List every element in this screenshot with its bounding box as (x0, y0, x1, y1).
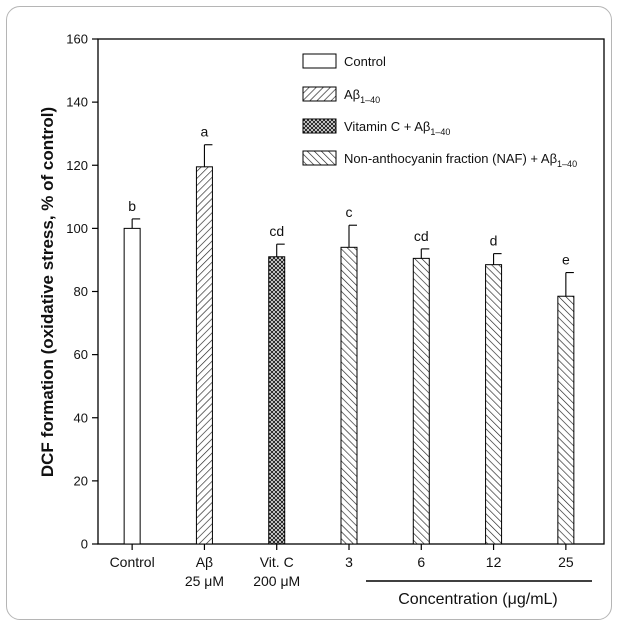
legend-swatch (302, 53, 337, 69)
y-tick-label: 0 (81, 537, 88, 552)
significance-label: e (562, 252, 570, 268)
x-tick-label: Vit. C (260, 554, 294, 570)
legend-label: Aβ1–40 (344, 87, 380, 105)
x-axis-labels: Control Aβ 25 μM Vit. C 200 μM 3 6 12 25 (110, 544, 574, 589)
legend-swatch (302, 150, 337, 166)
y-axis-ticks: 0 20 40 60 80 100 120 140 160 (66, 32, 98, 552)
y-tick-label: 20 (74, 473, 88, 488)
significance-label: cd (414, 228, 429, 244)
bar (412, 257, 430, 545)
y-axis-label: DCF formation (oxidative stress, % of co… (38, 107, 57, 477)
y-tick-label: 60 (74, 347, 88, 362)
y-tick-label: 140 (66, 95, 88, 110)
bar (485, 264, 503, 545)
x-tick-label: 3 (345, 554, 353, 570)
x-tick-label: Aβ (196, 554, 213, 570)
bars: b a cd c cd d e (123, 124, 575, 545)
legend-label: Non-anthocyanin fraction (NAF) + Aβ1–40 (344, 151, 577, 169)
x-tick-label: 12 (486, 554, 502, 570)
y-tick-label: 40 (74, 410, 88, 425)
x-tick-label: 6 (417, 554, 425, 570)
significance-label: b (128, 198, 136, 214)
y-tick-label: 100 (66, 221, 88, 236)
bar (195, 166, 213, 545)
bar (340, 246, 358, 545)
x-tick-label: 25 (558, 554, 574, 570)
x-tick-label-sub: 25 μM (185, 573, 224, 589)
bar (268, 256, 286, 545)
legend-swatch (302, 86, 337, 102)
significance-label: c (346, 204, 353, 220)
significance-label: a (201, 124, 209, 140)
x-tick-label-sub: 200 μM (253, 573, 300, 589)
y-tick-label: 160 (66, 32, 88, 47)
x-tick-label: Control (110, 554, 155, 570)
significance-label: cd (269, 223, 284, 239)
significance-label: d (490, 233, 498, 249)
y-tick-label: 80 (74, 284, 88, 299)
bar (557, 295, 575, 545)
legend-swatch (302, 118, 337, 134)
legend-label: Control (344, 54, 386, 69)
legend: Control Aβ1–40 Vitamin C + Aβ1–40 Non-antho… (302, 53, 577, 169)
y-tick-label: 120 (66, 158, 88, 173)
concentration-label: Concentration (μg/mL) (398, 591, 558, 608)
bar (123, 227, 141, 545)
legend-label: Vitamin C + Aβ1–40 (344, 119, 450, 137)
